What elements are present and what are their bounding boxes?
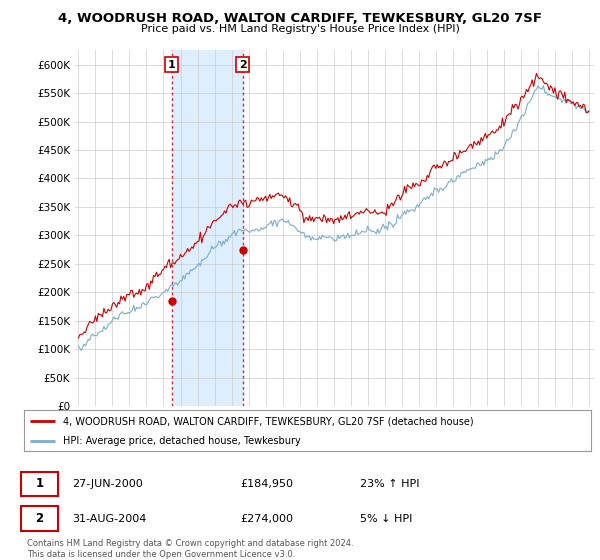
Text: 31-AUG-2004: 31-AUG-2004: [72, 514, 146, 524]
Text: 2: 2: [35, 512, 44, 525]
Text: Price paid vs. HM Land Registry's House Price Index (HPI): Price paid vs. HM Land Registry's House …: [140, 24, 460, 34]
Text: £274,000: £274,000: [240, 514, 293, 524]
Text: 1: 1: [168, 59, 176, 69]
Text: £184,950: £184,950: [240, 479, 293, 488]
Bar: [172, 50, 243, 406]
Text: 4, WOODRUSH ROAD, WALTON CARDIFF, TEWKESBURY, GL20 7SF: 4, WOODRUSH ROAD, WALTON CARDIFF, TEWKES…: [58, 12, 542, 25]
FancyBboxPatch shape: [21, 472, 58, 496]
Text: 2: 2: [239, 59, 247, 69]
Text: 23% ↑ HPI: 23% ↑ HPI: [360, 479, 419, 488]
Text: 5% ↓ HPI: 5% ↓ HPI: [360, 514, 412, 524]
FancyBboxPatch shape: [21, 506, 58, 530]
Text: 4, WOODRUSH ROAD, WALTON CARDIFF, TEWKESBURY, GL20 7SF (detached house): 4, WOODRUSH ROAD, WALTON CARDIFF, TEWKES…: [62, 417, 473, 426]
Text: 1: 1: [35, 477, 44, 490]
Text: Contains HM Land Registry data © Crown copyright and database right 2024.
This d: Contains HM Land Registry data © Crown c…: [27, 539, 353, 559]
Text: HPI: Average price, detached house, Tewkesbury: HPI: Average price, detached house, Tewk…: [62, 436, 301, 446]
Text: 27-JUN-2000: 27-JUN-2000: [72, 479, 143, 488]
